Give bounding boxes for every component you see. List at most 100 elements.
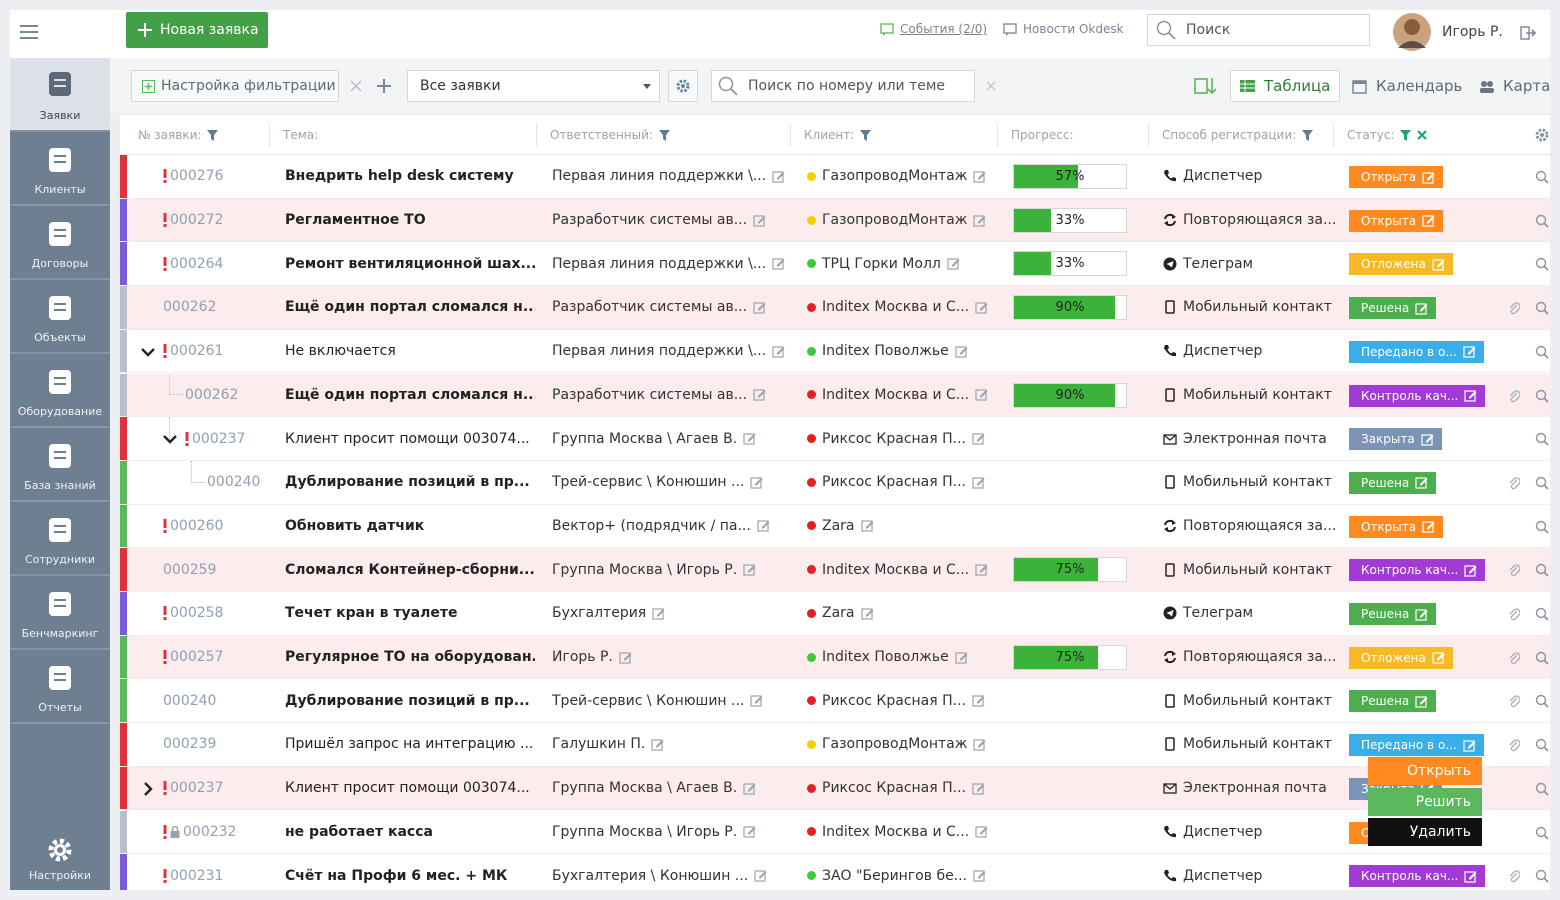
ticket-row[interactable]: 000232 не работает касса Группа Москва \ И… [120,810,1550,855]
ticket-number[interactable]: 000258 [170,605,224,622]
ticket-row[interactable]: 000237 Клиент просит помощи 003074... Груп… [120,766,1550,811]
column-header[interactable]: Способ регистрации: [1162,115,1314,155]
sidebar-item[interactable]: Оборудование [10,356,110,428]
sidebar-item[interactable]: Клиенты [10,134,110,206]
ticket-subject[interactable]: Течет кран в туалете [285,605,458,622]
status-badge[interactable]: Отложена [1349,646,1453,669]
ticket-subject[interactable]: Клиент просит помощи 003074... [285,430,530,447]
view-switch[interactable]: Календарь [1343,70,1471,102]
ticket-number[interactable]: 000237 [192,430,246,447]
ticket-search[interactable]: Поиск по номеру или теме [711,70,975,102]
ticket-row[interactable]: 000276 Внедрить help desk систему Первая л… [120,155,1550,199]
status-badge[interactable]: Контроль кач... [1349,384,1486,407]
ticket-number[interactable]: 000272 [170,212,224,229]
status-badge[interactable]: Передано в о... [1349,340,1484,363]
ticket-row[interactable]: 000260 Обновить датчик Вектор+ (подрядчик … [120,504,1550,549]
column-header[interactable]: № заявки: [138,115,219,155]
client: Inditex Поволжье [822,343,949,360]
ticket-number[interactable]: 000240 [207,474,261,491]
ticket-subject[interactable]: Ремонт вентиляционной шах... [285,255,535,272]
filter-settings-button[interactable]: Настройка фильтрации [131,70,339,102]
ticket-subject[interactable]: Регулярное ТО на оборудован... [285,649,535,666]
ticket-number[interactable]: 000257 [170,649,224,666]
column-header[interactable]: Клиент: [804,115,872,155]
ticket-number[interactable]: 000264 [170,255,224,272]
ticket-subject[interactable]: Обновить датчик [285,517,425,534]
events-link[interactable]: События (2/0) [880,22,987,36]
sidebar-item[interactable]: Отчеты [10,652,110,724]
status-badge[interactable]: Отложена [1349,253,1453,276]
ticket-subject[interactable]: Клиент просит помощи 003074... [285,780,530,797]
user-name[interactable]: Игорь Р. [1442,24,1503,40]
news-link[interactable]: Новости Okdesk [1003,22,1124,36]
ticket-number[interactable]: 000260 [170,517,224,534]
column-header[interactable]: Тема: [283,115,318,155]
ticket-row[interactable]: 000239 Пришёл запрос на интеграцию ... Гал… [120,723,1550,767]
status-badge[interactable]: Решена [1349,297,1437,320]
ticket-number[interactable]: 000262 [163,299,217,316]
status-badge[interactable]: Открыта [1349,515,1444,538]
ticket-row[interactable]: 000261 Не включается Первая линия поддержк… [120,329,1550,374]
ticket-number[interactable]: 000261 [170,343,224,360]
ticket-subject[interactable]: Не включается [285,343,396,360]
ticket-subject[interactable]: Ещё один портал сломался н... [285,299,535,316]
ticket-number[interactable]: 000231 [170,867,224,884]
sidebar-item[interactable]: Сотрудники [10,504,110,576]
sidebar-item[interactable]: Заявки [10,58,110,132]
global-search[interactable]: Поиск [1147,14,1370,46]
ticket-subject[interactable]: Сломался Контейнер-сборни... [285,561,535,578]
sidebar-item[interactable]: Объекты [10,282,110,354]
column-header[interactable]: Прогресс: [1011,115,1074,155]
ticket-number[interactable]: 000276 [170,168,224,185]
ticket-subject[interactable]: не работает касса [285,823,433,840]
sidebar-item[interactable]: База знаний [10,430,110,502]
ticket-row[interactable]: 000262 Ещё один портал сломался н... Разра… [120,373,1550,418]
view-switch[interactable]: Карта [1470,70,1559,102]
ticket-number[interactable]: 000240 [163,692,217,709]
ticket-row[interactable]: 000240 Дублирование позиций в пр... Трей-с… [120,679,1550,724]
context-menu-item[interactable]: Открыть [1368,757,1482,785]
ticket-subject[interactable]: Внедрить help desk систему [285,168,514,185]
view-select[interactable]: Все заявки [407,70,660,102]
ticket-subject[interactable]: Дублирование позиций в пр... [285,692,530,709]
ticket-row[interactable]: 000258 Течет кран в туалете Бухгалтерия Zar… [120,592,1550,636]
status-badge[interactable]: Решена [1349,690,1437,713]
ticket-subject[interactable]: Дублирование позиций в пр... [285,474,530,491]
ticket-number[interactable]: 000237 [170,780,224,797]
ticket-row[interactable]: 000264 Ремонт вентиляционной шах... Первая… [120,242,1550,287]
ticket-subject[interactable]: Счёт на Профи 6 мес. + МК [285,867,508,884]
sidebar-item[interactable]: Договоры [10,208,110,280]
ticket-subject[interactable]: Пришёл запрос на интеграцию ... [285,736,534,753]
ticket-row[interactable]: 000231 Счёт на Профи 6 мес. + МК Бухгалтер… [120,854,1550,890]
status-badge[interactable]: Открыта [1349,209,1444,232]
sidebar-settings[interactable]: Настройки [10,818,110,890]
context-menu-item[interactable]: Решить [1368,787,1482,816]
select-settings-button[interactable] [668,70,698,102]
ticket-number[interactable]: 000262 [185,386,239,403]
ticket-row[interactable]: 000259 Сломался Контейнер-сборни... Группа… [120,548,1550,592]
status-badge[interactable]: Закрыта [1349,428,1442,451]
ticket-row[interactable]: 000262 Ещё один портал сломался н... Разра… [120,286,1550,330]
new-ticket-button[interactable]: Новая заявка [126,12,268,48]
ticket-subject[interactable]: Регламентное ТО [285,212,426,229]
ticket-row[interactable]: 000257 Регулярное ТО на оборудован... Игор… [120,635,1550,680]
ticket-number[interactable]: 000232 [183,823,237,840]
status-badge[interactable]: Решена [1349,603,1437,625]
ticket-row[interactable]: 000237 Клиент просит помощи 003074... Груп… [120,417,1550,461]
context-menu-item[interactable]: Удалить [1368,818,1482,846]
status-badge[interactable]: Решена [1349,471,1437,494]
ticket-row[interactable]: 000272 Регламентное ТО Разработчик системы… [120,198,1550,243]
status-badge[interactable]: Открыта [1349,166,1444,188]
column-header[interactable]: Ответственный: [550,115,670,155]
ticket-row[interactable]: 000240 Дублирование позиций в пр... Трей-с… [120,460,1550,505]
edit-icon [753,302,766,314]
view-switch[interactable]: Таблица [1230,70,1341,102]
ticket-subject[interactable]: Ещё один портал сломался н... [285,386,535,403]
status-badge[interactable]: Контроль кач... [1349,559,1486,582]
column-header[interactable]: Статус: [1347,115,1428,155]
ticket-number[interactable]: 000259 [163,561,217,578]
ticket-number[interactable]: 000239 [163,736,217,753]
status-badge[interactable]: Передано в о... [1349,734,1484,757]
status-badge[interactable]: Контроль кач... [1349,865,1486,888]
sidebar-item[interactable]: Бенчмаркинг [10,578,110,650]
